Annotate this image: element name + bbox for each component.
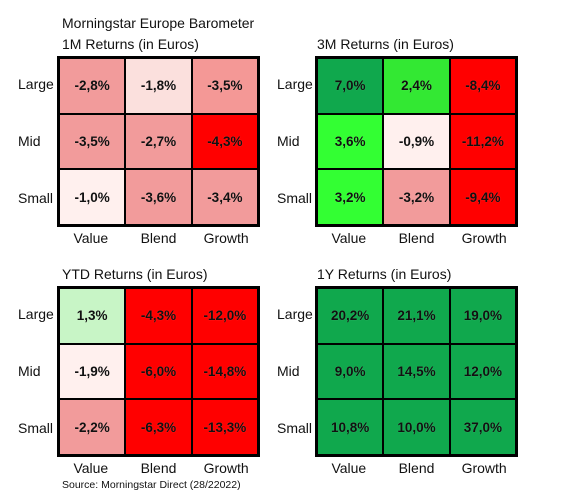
column-label-blend: Blend bbox=[398, 460, 435, 476]
column-label-growth: Growth bbox=[203, 230, 249, 246]
heatmap-grid-1m-returns-in-euros: -2,8% -1,8% -3,5% -3,5% -2,7% -4,3% -1,0% -3,6%… bbox=[57, 56, 260, 227]
row-label-large: Large bbox=[277, 75, 313, 92]
heatmap-cell-small-growth: -13,3% bbox=[191, 399, 258, 455]
row-label-large: Large bbox=[18, 75, 54, 92]
heatmap-cell-mid-value: -3,5% bbox=[59, 113, 126, 170]
heatmap-cell-mid-blend: -6,0% bbox=[125, 343, 192, 400]
row-label-mid: Mid bbox=[277, 362, 300, 379]
heatmap-cell-mid-growth: -14,8% bbox=[191, 343, 258, 400]
column-label-growth: Growth bbox=[461, 230, 507, 246]
heatmap-cell-large-value: 1,3% bbox=[59, 288, 126, 344]
heatmap-cell-large-growth: -3,5% bbox=[191, 58, 258, 114]
heatmap-cell-mid-growth: -4,3% bbox=[191, 113, 258, 170]
heatmap-cell-small-value: 10,8% bbox=[317, 399, 384, 455]
heatmap-cell-mid-growth: 12,0% bbox=[449, 343, 516, 400]
heatmap-cell-large-blend: -1,8% bbox=[125, 58, 192, 114]
heatmap-cell-large-value: -2,8% bbox=[59, 58, 126, 114]
row-label-small: Small bbox=[18, 189, 54, 206]
row-label-large: Large bbox=[277, 305, 313, 322]
column-label-value: Value bbox=[73, 230, 109, 246]
heatmap-cell-mid-blend: -2,7% bbox=[125, 113, 192, 170]
heatmap-cell-small-blend: -3,6% bbox=[125, 169, 192, 225]
heatmap-grid-3m-returns-in-euros: 7,0% 2,4% -8,4% 3,6% -0,9% -11,2% 3,2% -3,2% -9,… bbox=[315, 56, 518, 227]
heatmap-cell-small-growth: -9,4% bbox=[449, 169, 516, 225]
heatmap-cell-small-growth: 37,0% bbox=[449, 399, 516, 455]
chart-main-title: Morningstar Europe Barometer bbox=[62, 15, 255, 31]
heatmap-cell-mid-value: -1,9% bbox=[59, 343, 126, 400]
heatmap-grid-ytd-returns-in-euros: 1,3% -4,3% -12,0% -1,9% -6,0% -14,8% -2,2% -6,3… bbox=[57, 286, 260, 457]
row-label-mid: Mid bbox=[277, 132, 300, 149]
row-label-large: Large bbox=[18, 305, 54, 322]
heatmap-cell-mid-growth: -11,2% bbox=[449, 113, 516, 170]
heatmap-cell-small-blend: -6,3% bbox=[125, 399, 192, 455]
column-label-value: Value bbox=[331, 460, 367, 476]
heatmap-cell-small-growth: -3,4% bbox=[191, 169, 258, 225]
heatmap-cell-large-growth: -12,0% bbox=[191, 288, 258, 344]
heatmap-cell-mid-blend: -0,9% bbox=[383, 113, 450, 170]
heatmap-cell-small-value: -1,0% bbox=[59, 169, 126, 225]
heatmap-cell-small-blend: -3,2% bbox=[383, 169, 450, 225]
row-label-mid: Mid bbox=[18, 132, 41, 149]
heatmap-cell-mid-value: 9,0% bbox=[317, 343, 384, 400]
column-label-blend: Blend bbox=[398, 230, 435, 246]
heatmap-cell-large-blend: 2,4% bbox=[383, 58, 450, 114]
heatmap-cell-mid-blend: 14,5% bbox=[383, 343, 450, 400]
column-label-blend: Blend bbox=[140, 460, 177, 476]
heatmap-cell-small-value: 3,2% bbox=[317, 169, 384, 225]
panel-title-ytd-returns-in-euros: YTD Returns (in Euros) bbox=[62, 266, 208, 282]
panel-title-1m-returns-in-euros: 1M Returns (in Euros) bbox=[62, 36, 199, 52]
heatmap-cell-mid-value: 3,6% bbox=[317, 113, 384, 170]
column-label-blend: Blend bbox=[140, 230, 177, 246]
heatmap-cell-small-value: -2,2% bbox=[59, 399, 126, 455]
column-label-value: Value bbox=[73, 460, 109, 476]
row-label-mid: Mid bbox=[18, 362, 41, 379]
heatmap-cell-large-value: 20,2% bbox=[317, 288, 384, 344]
heatmap-grid-1y-returns-in-euros: 20,2% 21,1% 19,0% 9,0% 14,5% 12,0% 10,8% 10,0% 3… bbox=[315, 286, 518, 457]
panel-title-1y-returns-in-euros: 1Y Returns (in Euros) bbox=[317, 266, 452, 282]
heatmap-cell-large-growth: -8,4% bbox=[449, 58, 516, 114]
heatmap-cell-large-growth: 19,0% bbox=[449, 288, 516, 344]
heatmap-cell-large-blend: -4,3% bbox=[125, 288, 192, 344]
row-label-small: Small bbox=[277, 419, 313, 436]
panel-title-3m-returns-in-euros: 3M Returns (in Euros) bbox=[317, 36, 454, 52]
row-label-small: Small bbox=[277, 189, 313, 206]
column-label-value: Value bbox=[331, 230, 367, 246]
heatmap-cell-large-value: 7,0% bbox=[317, 58, 384, 114]
source-note: Source: Morningstar Direct (28/22022) bbox=[62, 479, 241, 491]
column-label-growth: Growth bbox=[461, 460, 507, 476]
heatmap-cell-large-blend: 21,1% bbox=[383, 288, 450, 344]
heatmap-cell-small-blend: 10,0% bbox=[383, 399, 450, 455]
row-label-small: Small bbox=[18, 419, 54, 436]
column-label-growth: Growth bbox=[203, 460, 249, 476]
